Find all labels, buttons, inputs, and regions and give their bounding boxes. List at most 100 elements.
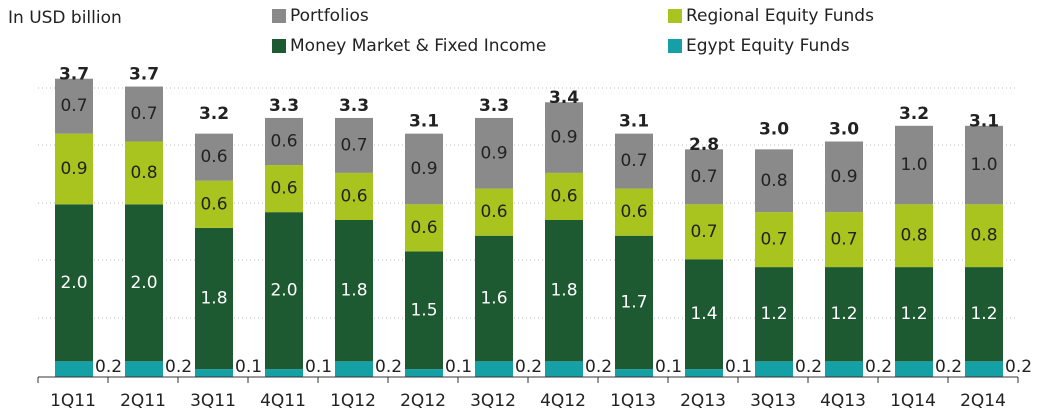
data-label: 1.2 xyxy=(760,304,787,324)
bar-segment xyxy=(335,220,373,362)
bar-segment xyxy=(545,172,583,220)
bar-segment xyxy=(265,369,303,377)
bar-segment xyxy=(475,188,513,236)
bar-segment xyxy=(685,204,723,260)
data-label: 0.9 xyxy=(480,143,507,163)
total-label: 3.7 xyxy=(59,65,89,85)
data-label: 0.7 xyxy=(60,96,87,116)
legend-swatch xyxy=(272,9,286,23)
bar-segment xyxy=(965,125,1003,205)
bar-segment xyxy=(55,133,93,205)
bar-segment xyxy=(755,267,793,362)
data-label: 1.0 xyxy=(970,155,997,175)
legend-swatch xyxy=(668,9,682,23)
bar-segment xyxy=(55,361,93,377)
bar-segment xyxy=(615,188,653,236)
x-tick-label: 2Q13 xyxy=(680,391,726,411)
data-label: 0.8 xyxy=(130,163,157,183)
bar-segment xyxy=(475,235,513,362)
bar-segment xyxy=(615,369,653,377)
bar-segment xyxy=(615,235,653,370)
bar-segment xyxy=(195,369,233,377)
data-label: 1.7 xyxy=(620,292,647,312)
data-label: 0.1 xyxy=(725,357,752,377)
data-label: 1.8 xyxy=(550,281,577,301)
bar-segment xyxy=(55,204,93,362)
x-tick-label: 2Q12 xyxy=(400,391,446,411)
data-label: 0.2 xyxy=(585,357,612,377)
bar-segment xyxy=(615,133,653,189)
bar-segment xyxy=(685,259,723,370)
bar-segment xyxy=(685,369,723,377)
bar-segment xyxy=(125,141,163,205)
data-label: 0.6 xyxy=(270,132,297,152)
total-label: 3.3 xyxy=(339,96,369,116)
legend-swatch xyxy=(272,39,286,53)
data-label: 1.6 xyxy=(480,289,507,309)
legend-label: Portfolios xyxy=(290,6,369,26)
bar-segment xyxy=(125,204,163,362)
data-label: 0.2 xyxy=(515,357,542,377)
bar-segment xyxy=(195,180,233,228)
data-label: 2.0 xyxy=(270,281,297,301)
x-tick-label: 3Q11 xyxy=(190,391,236,411)
x-tick-label: 1Q12 xyxy=(330,391,376,411)
data-label: 0.1 xyxy=(655,357,682,377)
total-label: 3.1 xyxy=(619,112,649,132)
total-label: 3.2 xyxy=(899,104,929,124)
data-label: 1.5 xyxy=(410,300,437,320)
bar-segment xyxy=(965,204,1003,268)
x-tick-label: 2Q14 xyxy=(960,391,1006,411)
legend-label: Money Market & Fixed Income xyxy=(290,36,546,56)
bar-segment xyxy=(895,125,933,205)
data-label: 0.7 xyxy=(130,104,157,124)
bar-segment xyxy=(55,78,93,134)
bar-segment xyxy=(265,212,303,370)
x-tick-label: 4Q12 xyxy=(540,391,586,411)
total-label: 3.1 xyxy=(409,112,439,132)
bar-segment xyxy=(265,165,303,213)
bar-segment xyxy=(475,117,513,189)
data-label: 0.8 xyxy=(970,226,997,246)
data-label: 0.1 xyxy=(305,357,332,377)
legend-label: Egypt Equity Funds xyxy=(686,36,850,56)
data-label: 0.6 xyxy=(340,186,367,206)
grid xyxy=(38,87,1018,319)
data-label: 1.4 xyxy=(690,304,717,324)
x-tick-label: 3Q12 xyxy=(470,391,516,411)
bar-segment xyxy=(125,361,163,377)
bar-segment xyxy=(755,149,793,213)
x-tick-label: 3Q13 xyxy=(750,391,796,411)
total-label: 3.3 xyxy=(269,96,299,116)
data-label: 0.2 xyxy=(795,357,822,377)
total-label: 3.3 xyxy=(479,96,509,116)
bar-segment xyxy=(475,361,513,377)
bar-segment xyxy=(335,117,373,173)
x-tick-label: 4Q11 xyxy=(260,391,306,411)
data-label: 0.2 xyxy=(1005,357,1032,377)
legend-label: Regional Equity Funds xyxy=(686,6,874,26)
data-label: 0.6 xyxy=(480,202,507,222)
bar-segment xyxy=(755,212,793,268)
data-label: 2.0 xyxy=(130,273,157,293)
data-label: 0.6 xyxy=(620,202,647,222)
bar-segment xyxy=(755,361,793,377)
data-label: 0.2 xyxy=(95,357,122,377)
data-label: 0.7 xyxy=(340,135,367,155)
total-label: 3.7 xyxy=(129,65,159,85)
data-label: 0.6 xyxy=(410,218,437,238)
data-label: 1.8 xyxy=(340,281,367,301)
x-tick-label: 1Q13 xyxy=(610,391,656,411)
x-tick-label: 4Q13 xyxy=(820,391,866,411)
bar-segment xyxy=(545,361,583,377)
data-label: 0.7 xyxy=(690,167,717,187)
bar-segment xyxy=(405,204,443,252)
data-label: 0.6 xyxy=(200,194,227,214)
bar-segment xyxy=(825,212,863,268)
data-label: 0.6 xyxy=(270,179,297,199)
bar-segment xyxy=(335,172,373,220)
total-label: 3.0 xyxy=(759,120,789,140)
data-label: 0.7 xyxy=(760,230,787,250)
bar-segment xyxy=(965,267,1003,362)
